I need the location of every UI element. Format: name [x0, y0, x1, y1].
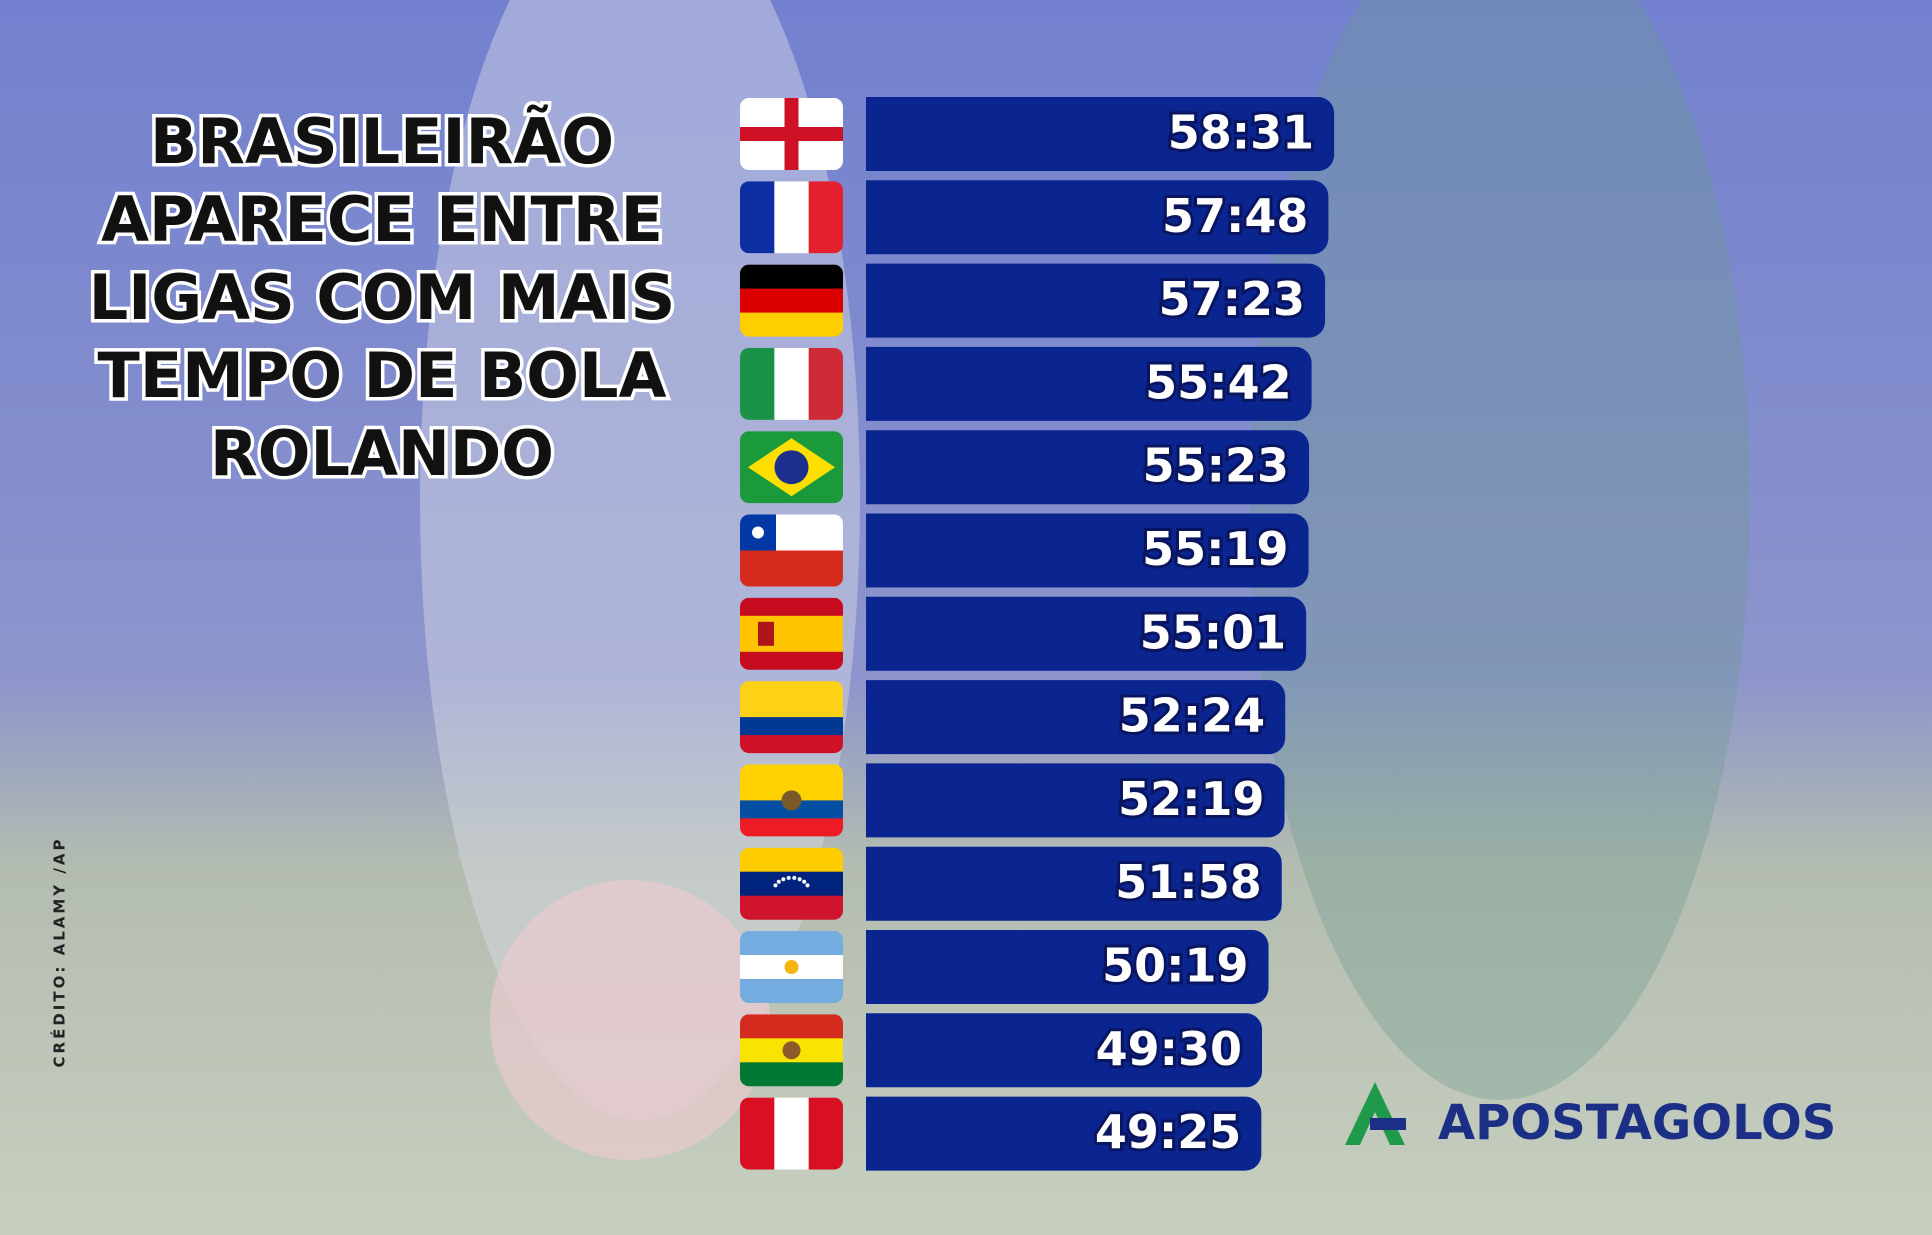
- logo: APOSTAGOLOS: [1345, 1082, 1836, 1151]
- flag-cross: [740, 127, 843, 141]
- flag-stripe: [774, 181, 810, 254]
- flag: [740, 847, 843, 920]
- flag-stripe: [740, 1097, 775, 1170]
- flag-stripe: [740, 597, 843, 617]
- bar: [866, 596, 1307, 671]
- value-label: 55:01: [1140, 605, 1286, 659]
- value-label: 52:19: [1118, 772, 1264, 826]
- flag-emblem: [781, 790, 802, 811]
- value-label: 57:48: [1162, 189, 1308, 243]
- value-label: 58:31: [1168, 106, 1314, 160]
- value-label: 49:30: [1096, 1022, 1242, 1076]
- bar: [866, 97, 1335, 171]
- value-label: 55:19: [1142, 522, 1288, 576]
- flag: [740, 431, 843, 504]
- flag-stripe: [740, 717, 843, 736]
- flag-star: [781, 877, 786, 882]
- title-line: BRASILEIRÃO: [150, 105, 614, 178]
- flag: [740, 347, 843, 420]
- bar: [866, 763, 1285, 838]
- flag-stripe: [740, 895, 843, 920]
- flag: [740, 597, 843, 670]
- flag: [740, 514, 843, 587]
- value-label: 49:25: [1095, 1105, 1241, 1159]
- flag-globe: [774, 450, 809, 485]
- background-player: [1250, 0, 1750, 1100]
- bar: [866, 513, 1309, 588]
- logo-text: APOSTAGOLOS: [1438, 1095, 1836, 1151]
- value-label: 52:24: [1119, 689, 1265, 743]
- flag-sun: [784, 960, 799, 974]
- background-ball: [490, 880, 770, 1160]
- flag-stripe: [740, 651, 843, 670]
- flag: [740, 931, 843, 1003]
- bar: [866, 346, 1312, 421]
- flag-stripe: [740, 1062, 843, 1087]
- flag-star: [792, 875, 797, 880]
- flag: [740, 764, 843, 837]
- flag-stripe: [740, 931, 843, 956]
- bar: [866, 930, 1269, 1004]
- flag-stripe: [740, 1014, 843, 1039]
- value-label: 51:58: [1115, 855, 1261, 909]
- bar: [866, 846, 1282, 921]
- flag-star: [797, 877, 802, 882]
- flag-emblem: [758, 621, 774, 646]
- title-line: TEMPO DE BOLA: [98, 339, 667, 412]
- flag-star: [805, 883, 810, 888]
- title-line: ROLANDO: [210, 417, 554, 490]
- flag-stripe: [740, 288, 843, 314]
- flag-star: [786, 875, 791, 880]
- flag-star: [752, 526, 764, 539]
- value-label: 50:19: [1102, 939, 1248, 993]
- credit: CRÉDITO: ALAMY /AP: [50, 837, 69, 1068]
- flag-stripe: [808, 347, 843, 420]
- flag-stripe: [740, 264, 843, 290]
- flag-stripe: [740, 979, 843, 1003]
- flag: [740, 1097, 843, 1170]
- flag: [740, 681, 843, 754]
- flag: [740, 264, 843, 337]
- flag-star: [773, 883, 778, 888]
- bar: [866, 680, 1286, 755]
- bar: [866, 263, 1326, 338]
- logo-icon: [1370, 1118, 1406, 1130]
- bar: [866, 1013, 1262, 1088]
- flag-stripe: [808, 181, 843, 254]
- flag-stripe: [740, 181, 775, 254]
- flag-stripe: [740, 347, 775, 420]
- value-label: 55:23: [1143, 439, 1289, 493]
- flag-stripe: [740, 312, 843, 337]
- flag-stripe: [740, 818, 843, 837]
- flag-stripe: [740, 735, 843, 754]
- flag: [740, 181, 843, 254]
- flag-stripe: [740, 615, 843, 653]
- flag-stripe: [774, 1097, 810, 1170]
- flag-stripe: [774, 347, 810, 420]
- bar: [866, 1096, 1262, 1171]
- flag-emblem: [782, 1041, 801, 1060]
- rows: 58:31 57:48 57:23 55:42 55:23 55:19 55:01 52:24…: [740, 97, 1335, 1171]
- flag-stripe: [740, 681, 843, 718]
- flag-stripe: [740, 871, 843, 897]
- title-line: APARECE ENTRE: [101, 183, 663, 256]
- flag-star: [776, 879, 781, 884]
- value-label: 55:42: [1145, 355, 1291, 409]
- flag-stripe: [740, 847, 843, 873]
- title-line: LIGAS COM MAIS: [89, 261, 676, 334]
- flag-star: [802, 879, 807, 884]
- bar: [866, 180, 1329, 255]
- value-label: 57:23: [1159, 272, 1305, 326]
- flag-stripe: [740, 550, 843, 587]
- flag-stripe: [808, 1097, 843, 1170]
- flag: [740, 98, 843, 170]
- bar: [866, 430, 1310, 505]
- flag: [740, 1014, 843, 1087]
